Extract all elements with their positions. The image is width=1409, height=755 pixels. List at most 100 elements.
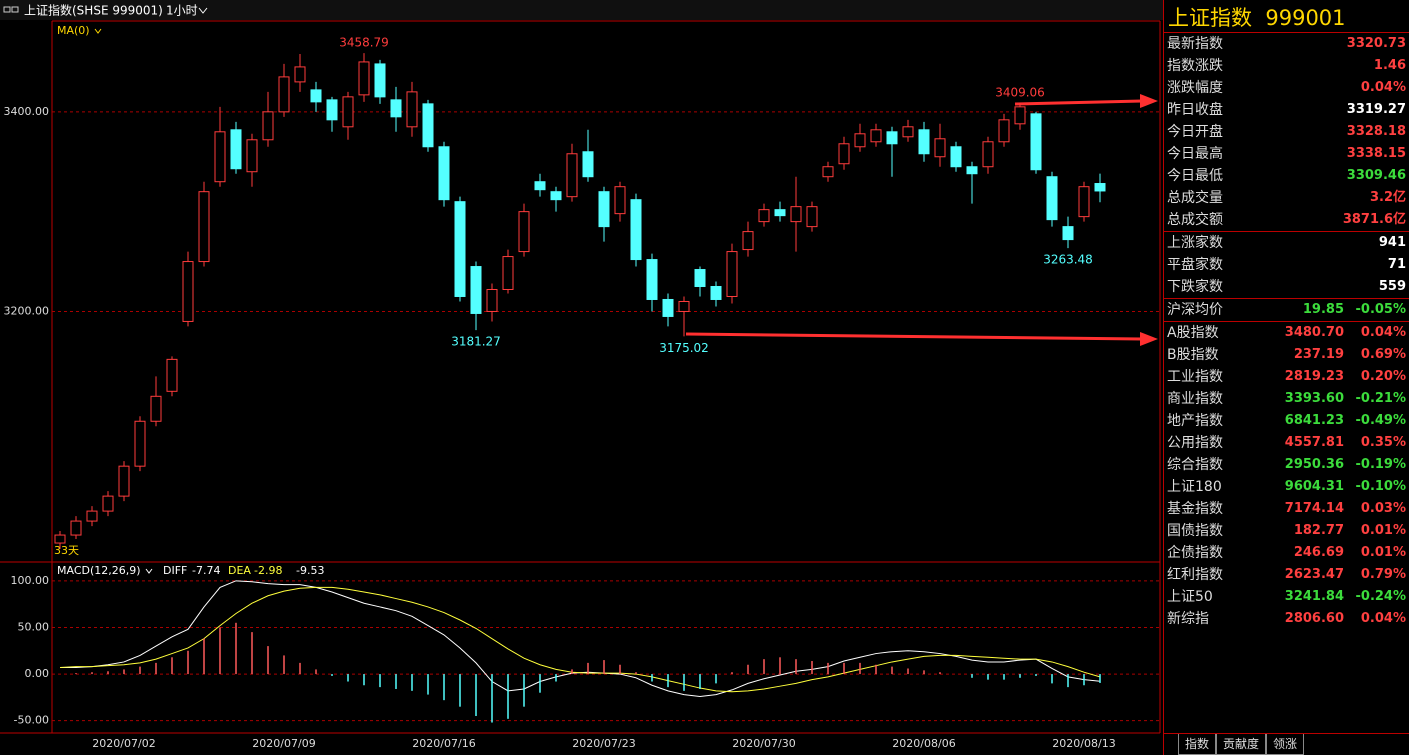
quote-rows: 最新指数 3320.73 指数涨跌 1.46 涨跌幅度 0.04% 昨日收盘 3319.27 今…: [1164, 33, 1409, 630]
candle-body: [998, 119, 1010, 143]
price-annotation: 3175.02: [659, 341, 709, 355]
index-code: 999001: [1265, 6, 1346, 30]
index-row: 上证180 9604.31 -0.10%: [1164, 476, 1409, 498]
index-change: -0.10%: [1355, 479, 1407, 494]
index-row: A股指数 3480.70 0.04%: [1164, 321, 1409, 344]
candle-body: [614, 186, 626, 215]
candle-body: [310, 89, 322, 103]
candle-body: [854, 133, 866, 148]
candle-body: [630, 199, 642, 261]
y-tick-label: 0.00: [25, 667, 50, 680]
tab[interactable]: 贡献度: [1216, 734, 1267, 755]
candle-body: [822, 166, 834, 178]
candle-body: [726, 251, 738, 297]
candle-body: [502, 256, 514, 291]
index-change: 0.01%: [1360, 545, 1406, 560]
candle-body: [838, 143, 850, 165]
icon: [3, 6, 11, 13]
candle-body: [54, 534, 66, 544]
index-value: 2819.23: [1284, 369, 1344, 384]
candle-body: [198, 191, 210, 263]
quote-label: 昨日收盘: [1167, 102, 1223, 118]
candle-body: [1014, 106, 1026, 125]
index-change: -0.49%: [1355, 413, 1407, 428]
index-row: 综合指数 2950.36 -0.19%: [1164, 454, 1409, 476]
quote-row: 今日最低 3309.46: [1164, 165, 1409, 187]
candle-body: [166, 358, 178, 392]
candle-body: [566, 153, 578, 198]
index-change: 0.04%: [1360, 325, 1406, 340]
index-name: A股指数: [1167, 325, 1219, 341]
count-label: 33天: [54, 544, 79, 557]
index-name: 地产指数: [1167, 413, 1223, 429]
quote-row: 总成交额 3871.6亿: [1164, 209, 1409, 231]
index-change: 0.03%: [1360, 501, 1406, 516]
tab[interactable]: 领涨: [1266, 734, 1305, 755]
x-tick-label: 2020/07/30: [732, 737, 795, 750]
index-row: 新综指 2806.60 0.04%: [1164, 608, 1409, 630]
index-change: 0.04%: [1360, 611, 1406, 626]
quote-row: 昨日收盘 3319.27: [1164, 99, 1409, 121]
index-change: 0.20%: [1360, 369, 1406, 384]
quote-label: 沪深均价: [1167, 302, 1223, 318]
candle-body: [534, 181, 546, 191]
symbol-title: 上证指数(SHSE 999001): [24, 3, 163, 18]
index-value: 9604.31: [1284, 479, 1344, 494]
candle-body: [646, 259, 658, 300]
icon: [11, 6, 19, 13]
index-row: 基金指数 7174.14 0.03%: [1164, 498, 1409, 520]
index-row: 上证50 3241.84 -0.24%: [1164, 586, 1409, 608]
candle-body: [774, 209, 786, 217]
y-tick-label: 100.00: [11, 574, 50, 587]
candle-body: [470, 266, 482, 314]
candle-body: [246, 139, 258, 173]
quote-value: 0.04%: [1360, 80, 1406, 95]
candle-body: [86, 510, 98, 522]
y-tick-label: 3200.00: [4, 304, 50, 317]
arrow: [685, 332, 1158, 346]
candle-body: [886, 131, 898, 145]
dropdown-icon[interactable]: [145, 568, 153, 574]
quote-row: 涨跌幅度 0.04%: [1164, 77, 1409, 99]
index-value: 182.77: [1293, 523, 1344, 538]
candle-body: [454, 201, 466, 297]
candle-body: [694, 269, 706, 288]
candle-body: [374, 63, 386, 98]
legend-diff-value: -7.74: [192, 564, 220, 577]
quote-row: 最新指数 3320.73: [1164, 33, 1409, 55]
index-name: 上证指数: [1168, 6, 1252, 30]
candle-body: [950, 146, 962, 168]
candle-body: [902, 126, 914, 138]
index-value: 7174.14: [1284, 501, 1344, 516]
quote-row: 今日最高 3338.15: [1164, 143, 1409, 165]
y-tick-label: 50.00: [18, 620, 50, 633]
quote-title: 上证指数 999001: [1164, 0, 1409, 33]
quote-value: 3.2亿: [1369, 190, 1406, 205]
index-value: 2623.47: [1284, 567, 1344, 582]
x-tick-label: 2020/07/23: [572, 737, 635, 750]
quote-value: 3319.27: [1346, 102, 1406, 117]
legend-dea: DEA: [228, 564, 251, 577]
index-value: 6841.23: [1284, 413, 1344, 428]
candle-body: [358, 61, 370, 96]
period[interactable]: 1小时: [166, 4, 198, 18]
tab[interactable]: 指数: [1178, 734, 1217, 755]
candle-body: [294, 66, 306, 83]
index-change: -0.21%: [1355, 391, 1407, 406]
quote-value: 3320.73: [1346, 36, 1406, 51]
index-row: 工业指数 2819.23 0.20%: [1164, 366, 1409, 388]
candle-body: [550, 191, 562, 201]
chart: 上证指数(SHSE 999001) 1小时 MA(0) 33天 MACD(12,…: [0, 0, 1163, 750]
candle-body: [678, 300, 690, 312]
candle-body: [742, 231, 754, 251]
dropdown-icon[interactable]: [198, 7, 208, 14]
candle-body: [918, 129, 930, 155]
dropdown-icon[interactable]: [94, 28, 102, 34]
quote-value: 71: [1387, 257, 1406, 272]
index-row: 公用指数 4557.81 0.35%: [1164, 432, 1409, 454]
quote-row: 上涨家数 941: [1164, 231, 1409, 254]
quote-label: 总成交额: [1167, 212, 1223, 228]
index-value: 4557.81: [1284, 435, 1344, 450]
indicator-label: MA(0): [57, 24, 90, 37]
legend-dea-value: -2.98: [254, 564, 282, 577]
